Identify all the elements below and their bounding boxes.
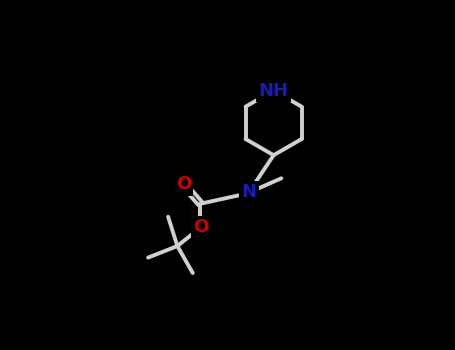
Text: NH: NH [258,82,288,99]
Text: O: O [176,175,191,194]
Text: O: O [193,218,208,236]
Text: N: N [242,183,257,201]
